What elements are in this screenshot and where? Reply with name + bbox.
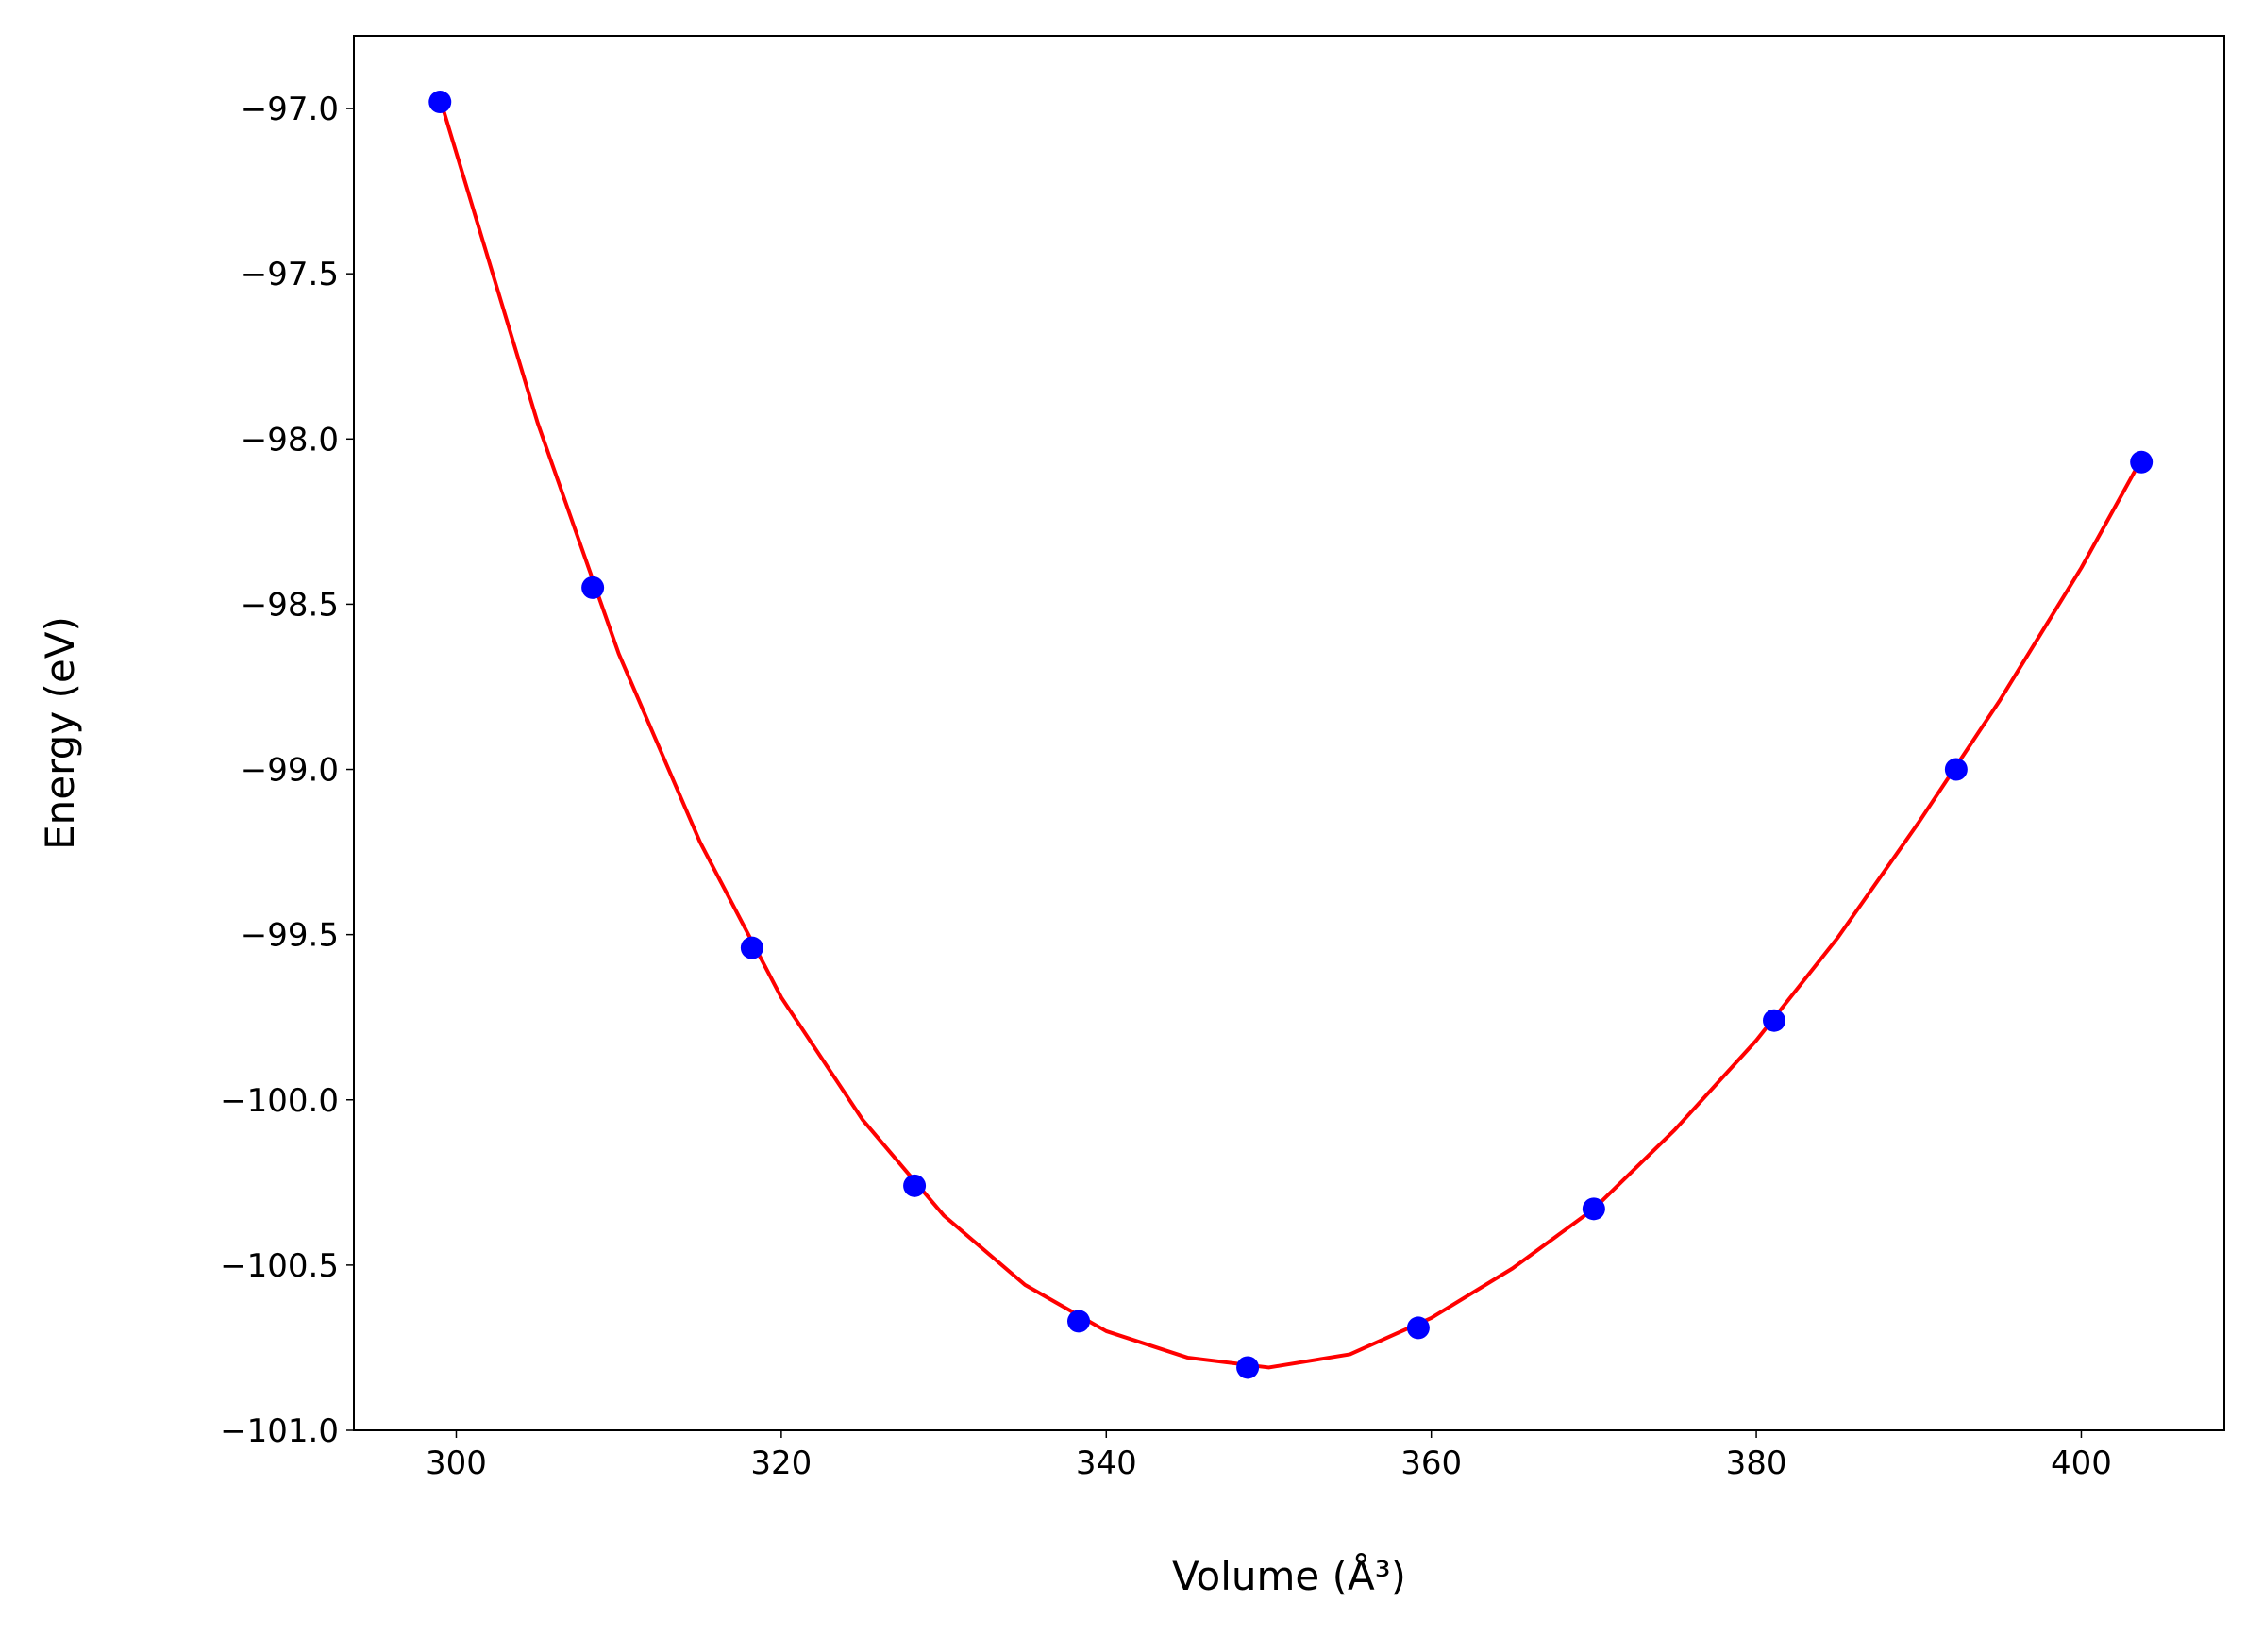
y-tick-label: −101.0: [220, 1412, 339, 1450]
y-tick-label: −97.0: [241, 91, 339, 128]
y-tick-label: −97.5: [241, 256, 339, 293]
data-point: [1763, 1009, 1786, 1032]
x-tick-label: 340: [1076, 1444, 1137, 1482]
y-tick-label: −99.0: [241, 752, 339, 790]
x-tick-label: 400: [2051, 1444, 2112, 1482]
x-tick-label: 300: [426, 1444, 487, 1482]
fit-line: [438, 97, 2142, 1370]
y-tick-label: −99.5: [241, 917, 339, 955]
data-point: [1236, 1356, 1260, 1379]
plot-frame: [353, 35, 2225, 1431]
data-point: [1406, 1316, 1430, 1340]
data-point: [428, 91, 452, 114]
data-point: [581, 576, 605, 599]
y-tick-label: −100.0: [220, 1082, 339, 1120]
data-point: [2130, 450, 2154, 474]
data-point: [1067, 1310, 1091, 1333]
y-tick-label: −98.0: [241, 421, 339, 459]
x-axis-label: Volume (Å³): [1172, 1552, 1406, 1599]
data-point: [740, 936, 763, 959]
x-tick-label: 380: [1726, 1444, 1787, 1482]
x-tick-label: 320: [750, 1444, 812, 1482]
y-tick-label: −100.5: [220, 1247, 339, 1285]
y-axis-label: Energy (eV): [37, 616, 83, 850]
data-point: [1944, 758, 1968, 781]
data-point: [1582, 1197, 1605, 1221]
x-tick-label: 360: [1400, 1444, 1462, 1482]
y-tick-label: −98.5: [241, 586, 339, 624]
data-point: [903, 1174, 927, 1197]
